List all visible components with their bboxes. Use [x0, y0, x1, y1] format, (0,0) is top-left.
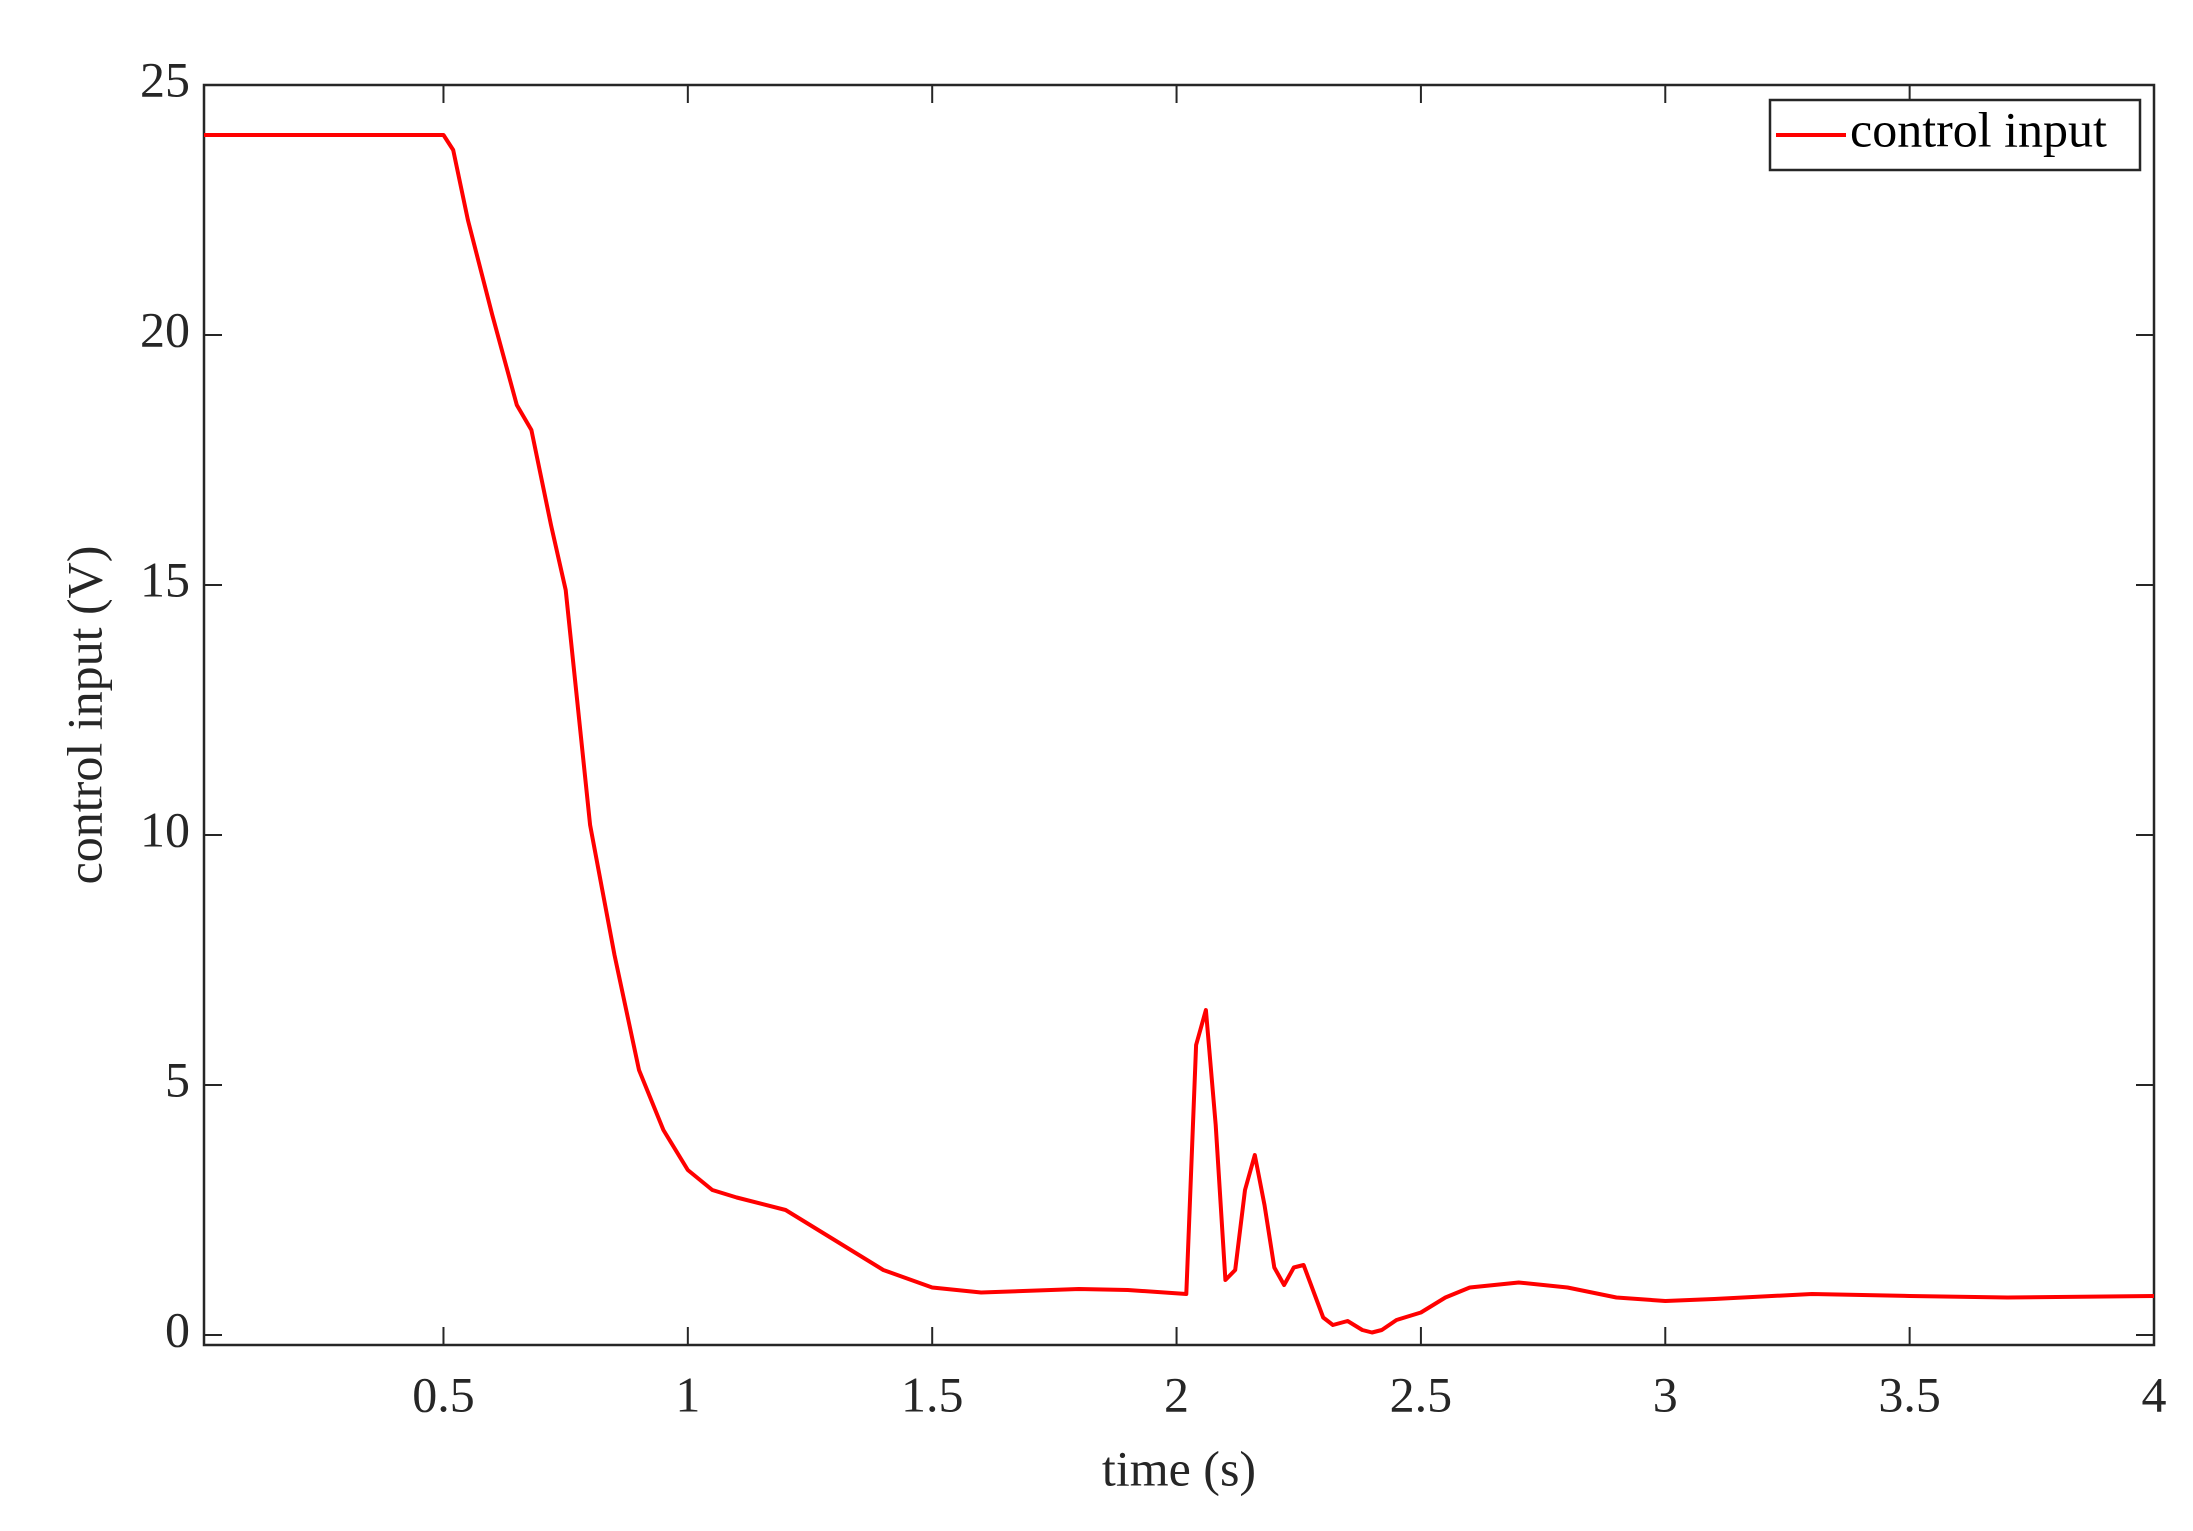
y-tick-label: 25 — [140, 51, 190, 107]
x-tick-label: 1.5 — [901, 1366, 964, 1422]
plot-frame — [202, 83, 2156, 1347]
y-tick-label: 10 — [140, 801, 190, 857]
y-axis-label: control input (V) — [56, 546, 112, 885]
y-tick-label: 20 — [140, 301, 190, 357]
x-tick-label: 2 — [1164, 1366, 1189, 1422]
x-axis-label: time (s) — [1102, 1440, 1256, 1496]
x-tick-label: 3 — [1653, 1366, 1678, 1422]
x-tick-label: 4 — [2142, 1366, 2167, 1422]
y-tick-label: 0 — [165, 1301, 190, 1357]
x-tick-label: 1 — [675, 1366, 700, 1422]
y-tick-label: 15 — [140, 551, 190, 607]
legend-label: control input — [1850, 101, 2107, 157]
x-tick-label: 0.5 — [412, 1366, 475, 1422]
x-tick-label: 2.5 — [1390, 1366, 1453, 1422]
line-series — [204, 133, 2155, 1335]
x-tick-label: 3.5 — [1878, 1366, 1941, 1422]
y-tick-label: 5 — [165, 1051, 190, 1107]
